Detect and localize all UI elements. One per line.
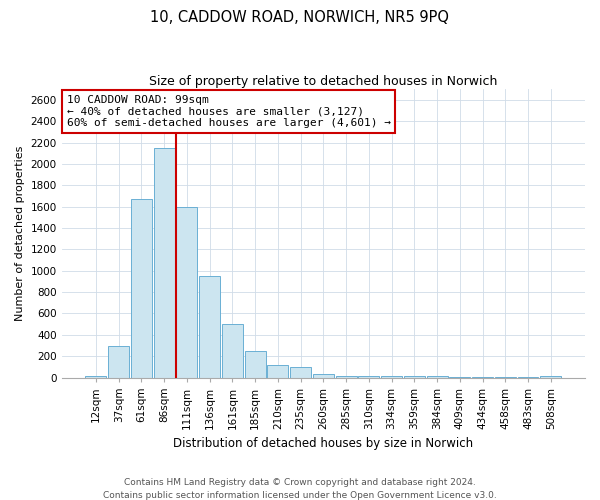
Text: 10 CADDOW ROAD: 99sqm
← 40% of detached houses are smaller (3,127)
60% of semi-d: 10 CADDOW ROAD: 99sqm ← 40% of detached … xyxy=(67,95,391,128)
X-axis label: Distribution of detached houses by size in Norwich: Distribution of detached houses by size … xyxy=(173,437,473,450)
Bar xyxy=(222,324,243,378)
Bar xyxy=(518,377,538,378)
Bar xyxy=(381,376,402,378)
Text: 10, CADDOW ROAD, NORWICH, NR5 9PQ: 10, CADDOW ROAD, NORWICH, NR5 9PQ xyxy=(151,10,449,25)
Bar xyxy=(290,368,311,378)
Bar xyxy=(495,377,516,378)
Text: Contains HM Land Registry data © Crown copyright and database right 2024.
Contai: Contains HM Land Registry data © Crown c… xyxy=(103,478,497,500)
Bar xyxy=(404,376,425,378)
Bar xyxy=(268,364,289,378)
Bar xyxy=(358,376,379,378)
Bar xyxy=(85,376,106,378)
Bar xyxy=(176,206,197,378)
Bar xyxy=(245,351,266,378)
Bar xyxy=(154,148,175,378)
Bar xyxy=(540,376,561,378)
Title: Size of property relative to detached houses in Norwich: Size of property relative to detached ho… xyxy=(149,75,497,88)
Bar xyxy=(449,377,470,378)
Bar xyxy=(472,377,493,378)
Y-axis label: Number of detached properties: Number of detached properties xyxy=(15,146,25,321)
Bar xyxy=(313,374,334,378)
Bar xyxy=(131,199,152,378)
Bar xyxy=(199,276,220,378)
Bar xyxy=(427,376,448,378)
Bar xyxy=(108,346,129,378)
Bar xyxy=(335,376,356,378)
